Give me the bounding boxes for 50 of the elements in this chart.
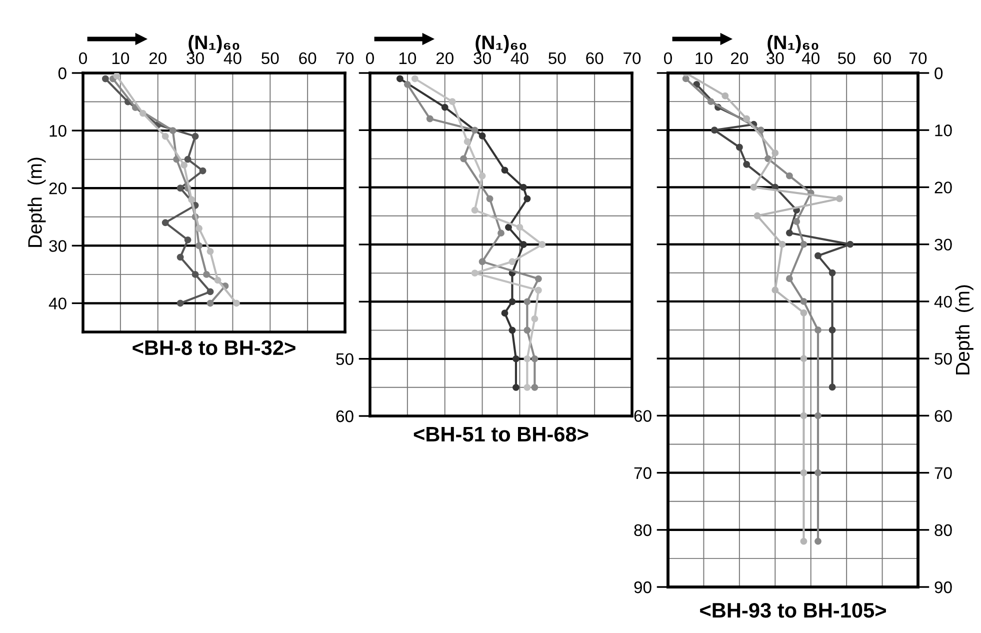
- x-tick-label: 40: [802, 52, 820, 64]
- text: <BH-93 to BH-105>: [700, 602, 886, 618]
- x-tick-label: 50: [262, 52, 279, 64]
- y2-tick-label: 40: [934, 296, 952, 308]
- y2-tick-label: 30: [934, 238, 952, 251]
- x-tick-label: 30: [474, 52, 491, 64]
- x-tick-label: 30: [766, 52, 784, 64]
- y2-tick-label: 10: [935, 124, 952, 136]
- x-tick-label: 0: [366, 52, 374, 64]
- x-tick-label: 60: [586, 52, 604, 64]
- y-tick-label: 20: [49, 182, 66, 194]
- y-axis-title: Depth (m): [28, 158, 46, 247]
- y-tick-label: 0: [58, 67, 66, 80]
- y2-tick-label: 0: [934, 67, 943, 80]
- x-tick-label: 60: [874, 52, 891, 64]
- y-tick-label: 90: [634, 581, 652, 594]
- x-axis-title: (N₁)₆₀: [476, 35, 526, 54]
- y-tick-label: 70: [634, 467, 652, 479]
- x-tick-label: 0: [79, 52, 87, 64]
- y2-tick-label: 80: [934, 524, 952, 536]
- y2-tick-label: 90: [934, 581, 952, 594]
- y2-tick-label: 70: [934, 467, 952, 479]
- y-tick-label: 80: [634, 524, 652, 536]
- y2-tick-label: 20: [934, 182, 952, 194]
- x-axis-title: (N₁)₆₀: [768, 35, 818, 54]
- y-tick-label: 30: [49, 240, 66, 252]
- y2-tick-label: 50: [934, 352, 952, 365]
- x-tick-label: 20: [436, 52, 454, 64]
- x-tick-label: 70: [624, 52, 641, 64]
- x-tick-label: 60: [299, 52, 316, 64]
- x-axis-title: (N₁)₆₀: [188, 35, 240, 54]
- x-tick-label: 10: [399, 52, 416, 64]
- x-tick-label: 40: [510, 52, 528, 64]
- text: <BH-8 to BH-32>: [132, 340, 296, 356]
- x-tick-label: 20: [731, 52, 748, 64]
- y-tick-label: 10: [50, 124, 66, 137]
- x-tick-label: 50: [548, 52, 566, 64]
- text: <BH-51 to BH-68>: [414, 426, 588, 442]
- x-tick-label: 20: [149, 52, 166, 64]
- y-tick-label: 60: [634, 410, 652, 422]
- y2-axis-title: Depth (m): [955, 285, 974, 374]
- x-tick-label: 10: [112, 52, 130, 64]
- y-tick-label: 40: [48, 298, 66, 310]
- x-tick-label: 30: [186, 52, 204, 64]
- x-tick-label: 50: [838, 52, 856, 64]
- x-tick-label: 70: [910, 52, 927, 64]
- x-tick-label: 40: [224, 52, 242, 64]
- x-tick-label: 0: [664, 52, 672, 64]
- x-tick-label: 10: [696, 52, 712, 64]
- y2-tick-label: 60: [934, 410, 952, 422]
